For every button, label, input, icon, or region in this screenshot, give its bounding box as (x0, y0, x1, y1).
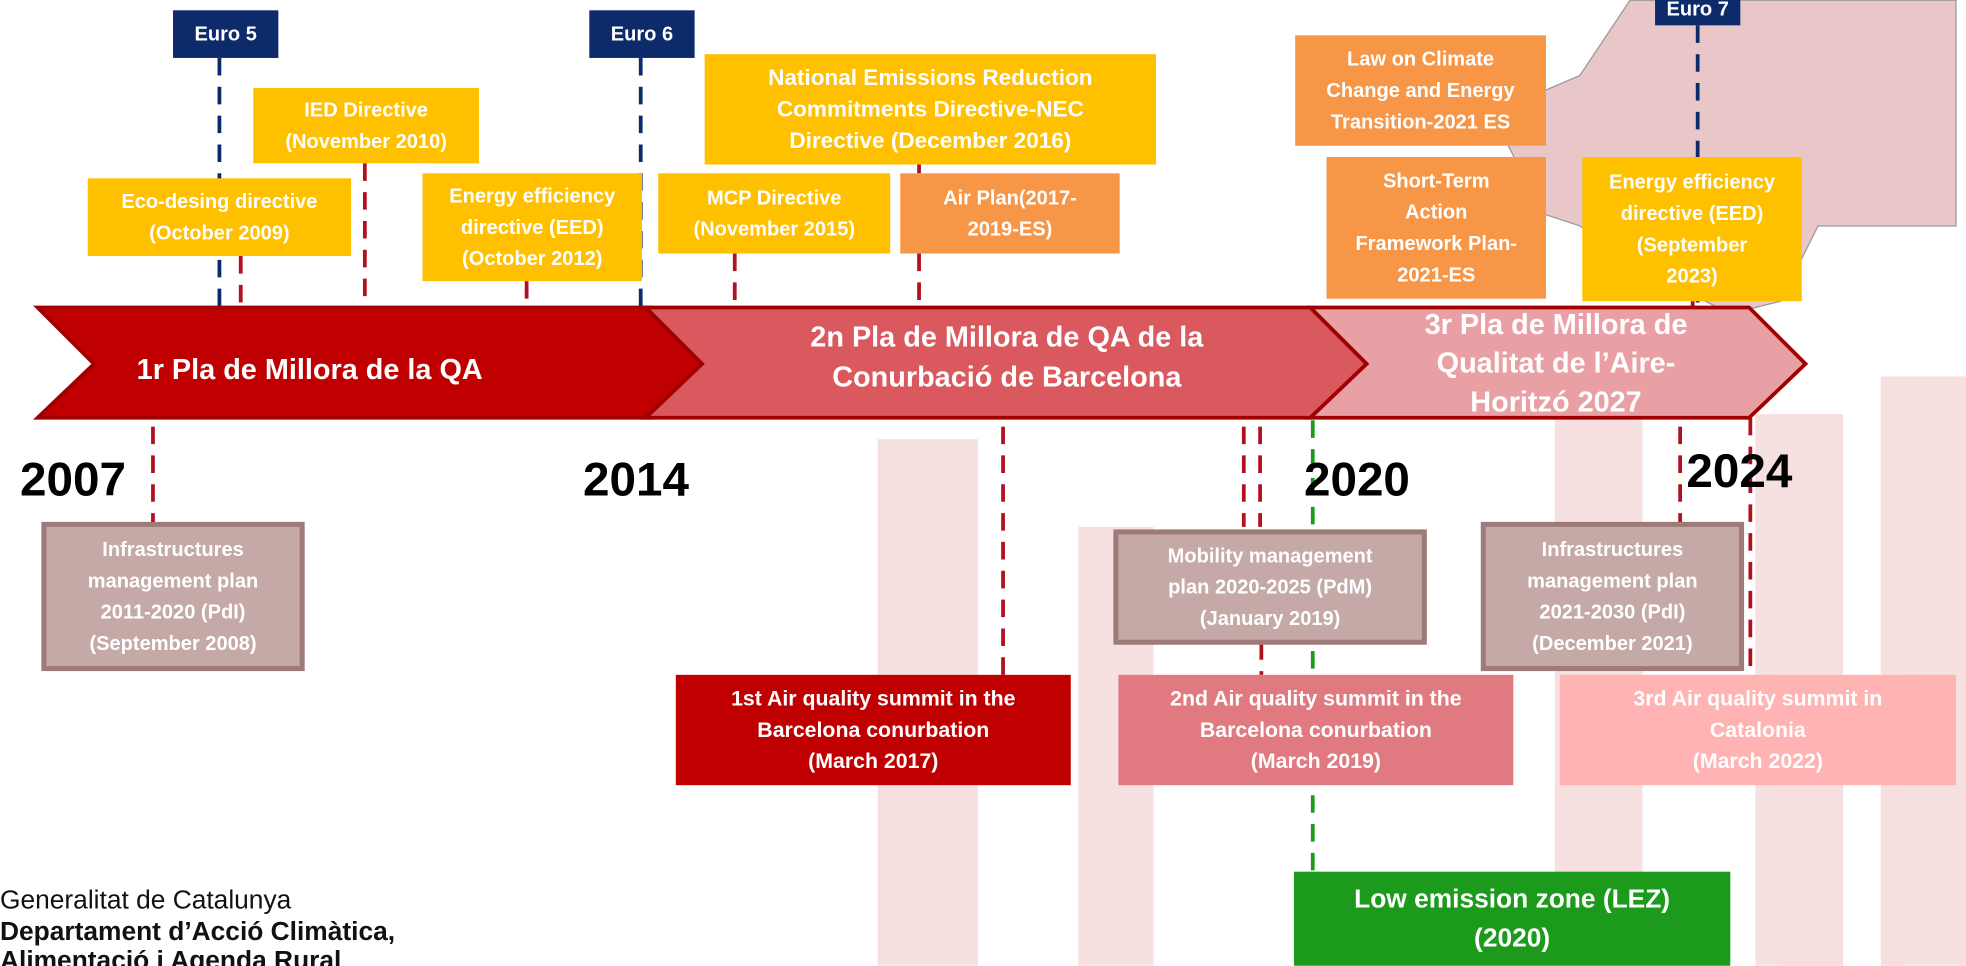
plan-arrow (1305, 305, 1809, 420)
event-box (1480, 521, 1745, 672)
event-label: 2nd Air quality summit in the (1170, 687, 1462, 711)
event-box (900, 173, 1120, 254)
event-label: 2021-2030 (PdI) (1539, 602, 1685, 624)
event-label: management plan (1527, 570, 1697, 592)
event-box (1582, 157, 1802, 302)
year-label: 2020 (1304, 454, 1410, 507)
event-label: (January 2019) (1200, 608, 1340, 630)
event-label: (November 2015) (693, 219, 855, 241)
euro-label: Euro 5 (194, 24, 256, 46)
event-label: 2023) (1666, 266, 1717, 288)
event-box (704, 54, 1157, 165)
event-label: Transition-2021 ES (1331, 111, 1510, 133)
euro-box (589, 10, 695, 58)
event-label: MCP Directive (707, 187, 841, 209)
event-box (253, 88, 479, 164)
plan-label: Qualitat de l’Aire- (1437, 348, 1676, 380)
event-label: (October 2009) (149, 222, 289, 244)
event-box (1118, 674, 1514, 786)
plan-label: Horitzó 2027 (1470, 387, 1641, 419)
event-label: 2019-ES) (968, 219, 1053, 241)
event-label: (October 2012) (462, 248, 602, 270)
event-label: Change and Energy (1326, 80, 1515, 102)
event-label: plan 2020-2025 (PdM) (1168, 577, 1372, 599)
event-label: directive (EED) (461, 217, 604, 239)
event-label: (March 2019) (1251, 749, 1381, 773)
event-label: (March 2022) (1693, 749, 1823, 773)
event-label: Barcelona conurbation (757, 718, 989, 742)
event-box (1295, 35, 1546, 146)
event-label: Framework Plan- (1355, 233, 1517, 255)
event-label: Catalonia (1710, 718, 1806, 742)
event-label: Commitments Directive-NEC (777, 97, 1084, 122)
plan-label: 1r Pla de Millora de la QA (137, 354, 483, 386)
event-box (1293, 871, 1731, 966)
event-label: Directive (December 2016) (789, 128, 1071, 153)
event-label: Mobility management (1168, 545, 1373, 567)
event-label: Barcelona conurbation (1200, 718, 1432, 742)
event-label: Infrastructures (1542, 539, 1683, 561)
event-box (41, 521, 305, 672)
plan-label: Conurbació de Barcelona (832, 362, 1182, 394)
event-box (1326, 157, 1546, 299)
event-label: management plan (88, 570, 258, 592)
event-label: National Emissions Reduction (768, 65, 1092, 90)
event-label: (November 2010) (285, 131, 447, 153)
event-box (422, 173, 642, 282)
euro-label: Euro 6 (611, 24, 673, 46)
event-label: (September 2008) (89, 633, 256, 655)
event-box (1113, 529, 1427, 645)
event-label: 2021-ES (1397, 264, 1475, 286)
event-label: IED Directive (304, 100, 428, 122)
event-label: Infrastructures (102, 539, 243, 561)
year-label: 2007 (20, 454, 126, 507)
event-box (675, 674, 1071, 786)
plan-label: 3r Pla de Millora de (1425, 309, 1688, 341)
event-label: 3rd Air quality summit in (1633, 687, 1882, 711)
euro-box (1655, 0, 1741, 26)
event-label: 1st Air quality summit in the (731, 687, 1016, 711)
event-label: Eco-desing directive (121, 191, 317, 213)
event-label: (September (1637, 234, 1747, 256)
event-label: directive (EED) (1621, 203, 1764, 225)
event-label: (March 2017) (808, 749, 938, 773)
event-label: Energy efficiency (449, 185, 616, 207)
euro-label: Euro 7 (1666, 0, 1728, 21)
event-label: Short-Term (1383, 170, 1490, 192)
plan-label: 2n Pla de Millora de QA de la (810, 321, 1204, 353)
event-label: Air Plan(2017- (943, 187, 1077, 209)
footer-label: Departament d’Acció Climàtica, (0, 916, 395, 946)
euro-box (173, 10, 279, 58)
year-label: 2024 (1686, 445, 1792, 498)
event-label: 2011-2020 (PdI) (101, 602, 246, 624)
event-label: (December 2021) (1532, 633, 1692, 655)
event-label: Action (1405, 202, 1467, 224)
footer-label: Alimentació i Agenda Rural (0, 945, 341, 966)
year-label: 2014 (583, 454, 689, 507)
event-box (87, 178, 352, 257)
event-box (658, 173, 891, 254)
event-label: Low emission zone (LEZ) (1354, 883, 1670, 913)
event-label: Law on Climate (1347, 49, 1494, 71)
event-label: (2020) (1474, 922, 1550, 952)
footer-label: Generalitat de Catalunya (0, 885, 292, 915)
event-box (1559, 674, 1956, 786)
event-label: Energy efficiency (1609, 172, 1776, 194)
